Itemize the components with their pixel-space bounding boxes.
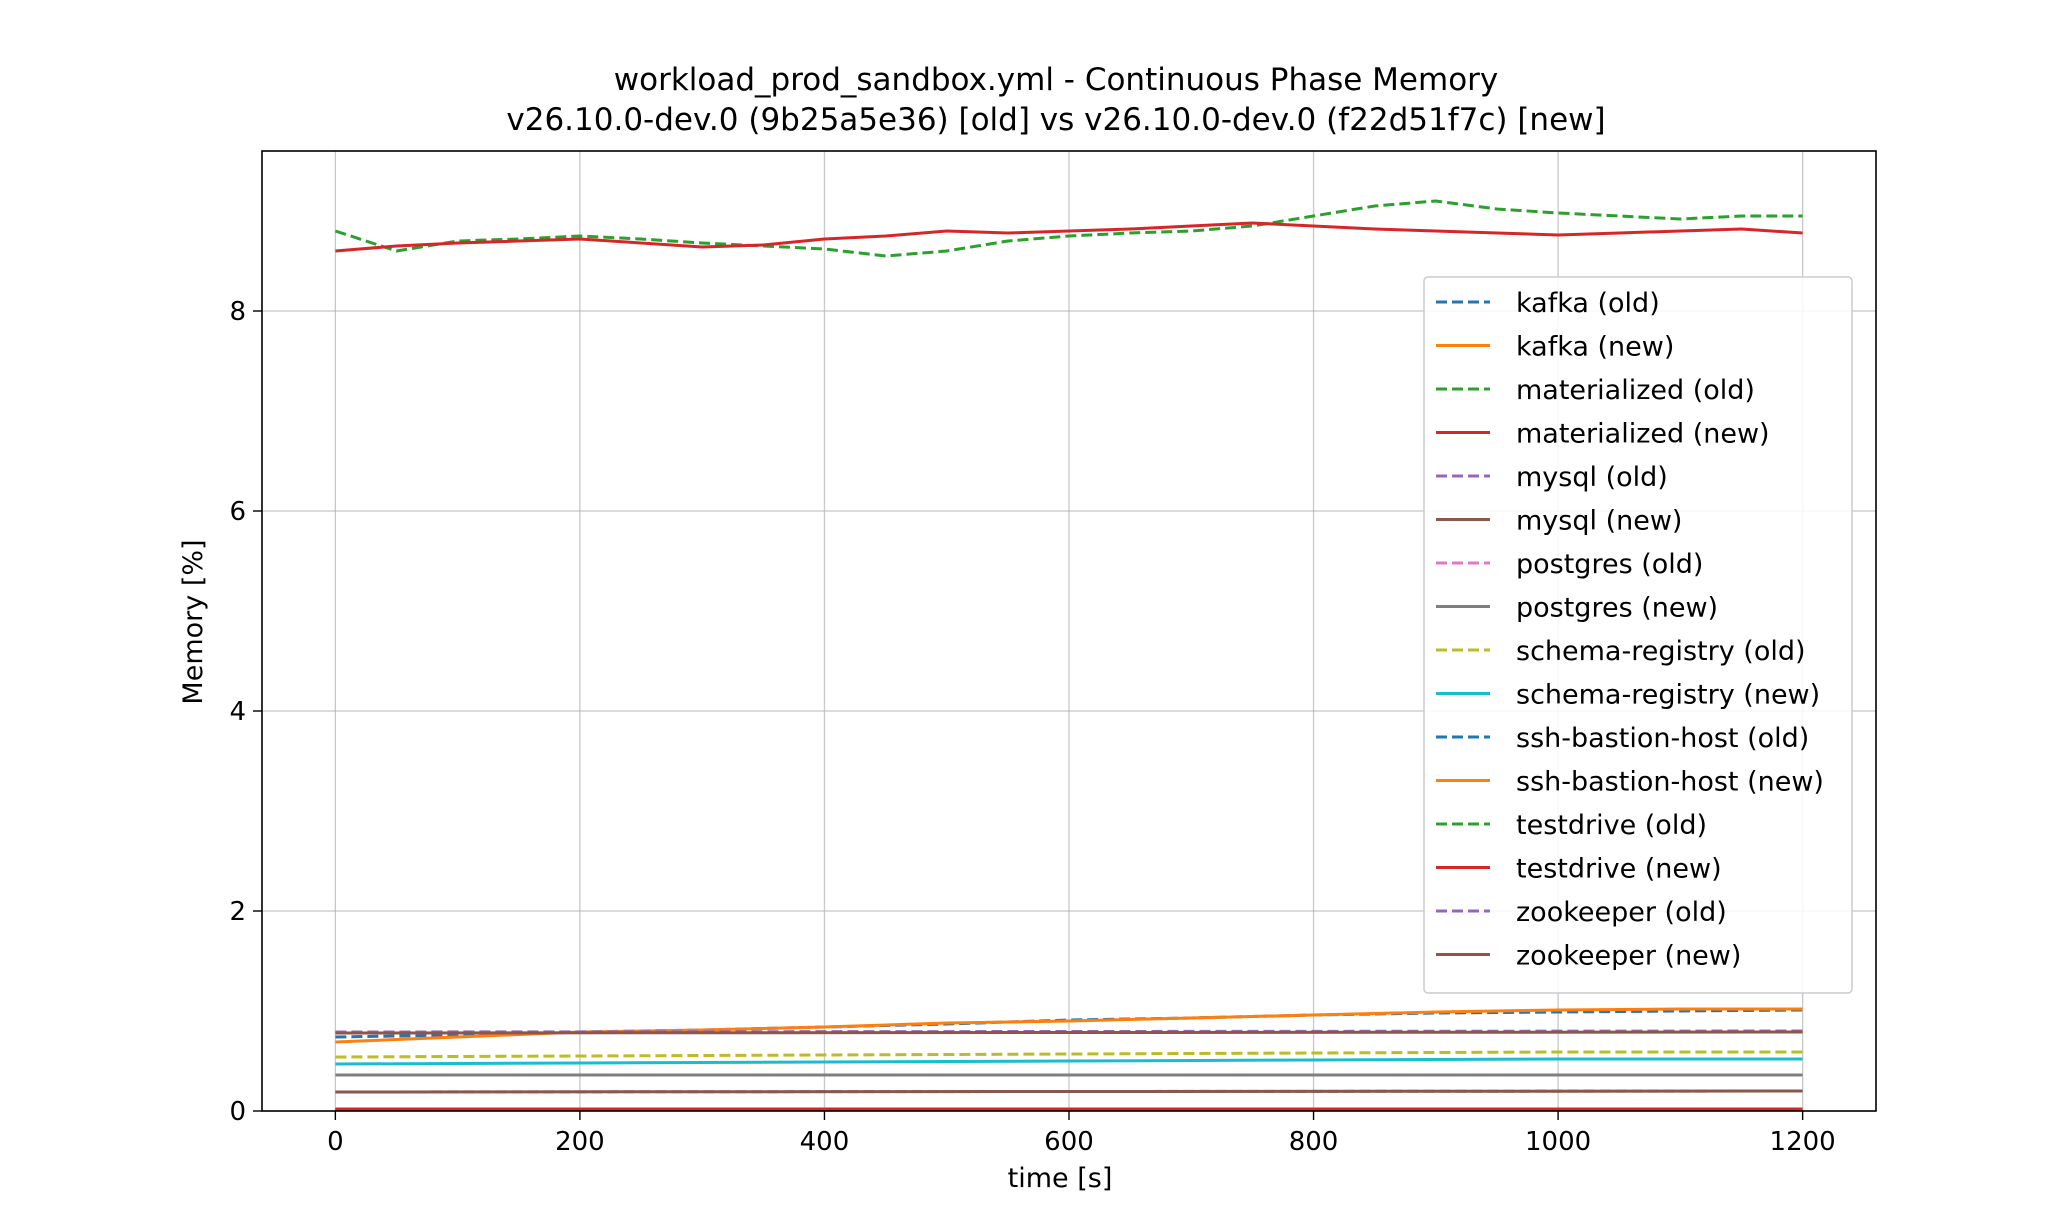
legend-label: schema-registry (new) [1516, 680, 1820, 711]
series-line [335, 1050, 1803, 1059]
y-tick-label: 4 [229, 697, 246, 727]
y-tick-label: 2 [229, 897, 246, 927]
legend-label: postgres (new) [1516, 593, 1718, 624]
legend-label: zookeeper (new) [1516, 941, 1741, 972]
legend-label: testdrive (new) [1516, 854, 1722, 885]
series-line [335, 221, 1803, 253]
series-line [334, 199, 1803, 258]
legend-label: schema-registry (old) [1516, 636, 1806, 667]
x-tick-label: 600 [1044, 1127, 1094, 1157]
y-tick-label: 0 [229, 1097, 246, 1127]
x-tick-label: 200 [555, 1127, 605, 1157]
x-axis-label: time [s] [1008, 1163, 1113, 1194]
legend-label: mysql (new) [1516, 506, 1682, 537]
x-tick-label: 400 [800, 1127, 850, 1157]
legend-label: postgres (old) [1516, 549, 1703, 580]
legend-label: materialized (old) [1516, 375, 1755, 406]
legend-label: mysql (old) [1516, 462, 1668, 493]
legend-label: ssh-bastion-host (new) [1516, 767, 1824, 798]
chart-subtitle: v26.10.0-dev.0 (9b25a5e36) [old] vs v26.… [506, 102, 1605, 138]
x-tick-label: 1000 [1525, 1127, 1591, 1157]
chart-title: workload_prod_sandbox.yml - Continuous P… [614, 62, 1499, 98]
legend-label: kafka (new) [1516, 332, 1674, 363]
legend-label: testdrive (old) [1516, 810, 1707, 841]
legend: kafka (old) kafka (new) materialized (old)… [1423, 276, 1853, 994]
legend-label: materialized (new) [1516, 419, 1770, 450]
x-tick-label: 800 [1289, 1127, 1339, 1157]
series-line [335, 1089, 1803, 1094]
legend-label: ssh-bastion-host (old) [1516, 723, 1809, 754]
series-line [335, 1057, 1803, 1066]
legend-box [1423, 276, 1853, 994]
y-tick-label: 6 [229, 497, 246, 527]
y-axis-label: Memory [%] [178, 539, 209, 704]
legend-label: zookeeper (old) [1516, 897, 1727, 928]
x-tick-label: 1200 [1770, 1127, 1836, 1157]
series-line [335, 1030, 1803, 1035]
series-lines [334, 199, 1803, 1112]
axis-ticks: 0 200 400 600 800 1000 1200 0 2 4 6 8 [229, 297, 1835, 1157]
x-tick-label: 0 [327, 1127, 344, 1157]
legend-label: kafka (old) [1516, 288, 1660, 319]
y-tick-label: 8 [229, 297, 246, 327]
